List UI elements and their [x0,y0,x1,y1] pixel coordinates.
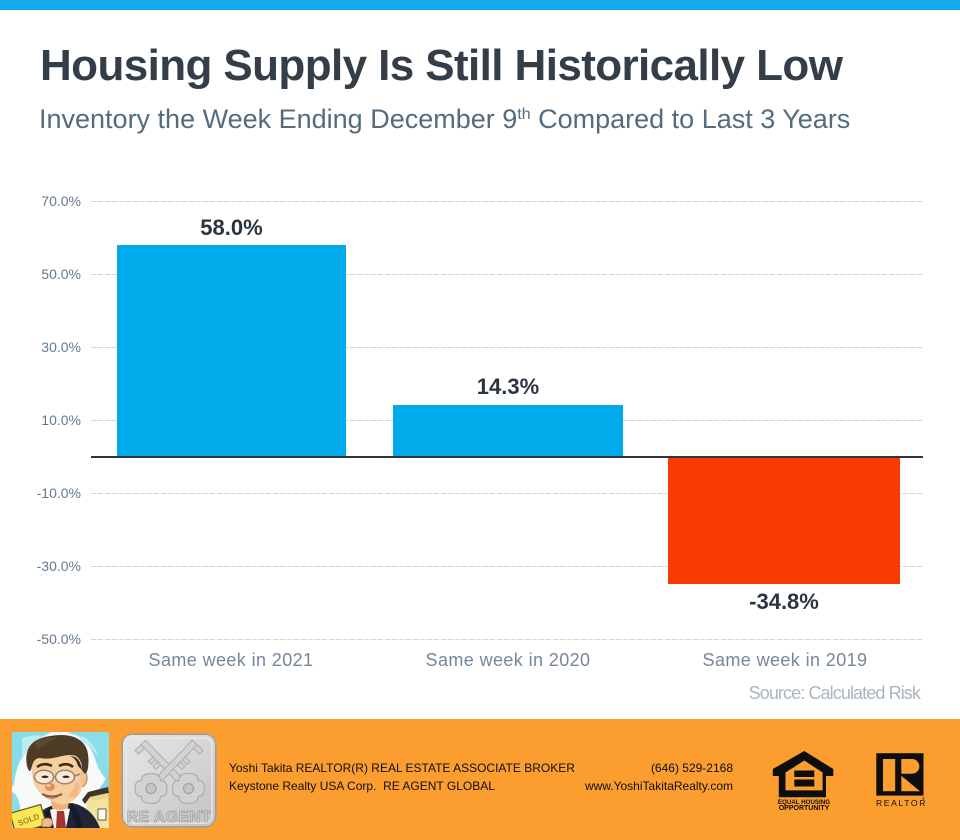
svg-text:RE AGENT: RE AGENT [127,809,211,826]
svg-text:REALTOR: REALTOR [876,798,927,808]
svg-text:®: ® [922,796,925,801]
svg-text:OPPORTUNITY: OPPORTUNITY [779,805,830,810]
svg-text:EQUAL HOUSING: EQUAL HOUSING [778,799,830,806]
